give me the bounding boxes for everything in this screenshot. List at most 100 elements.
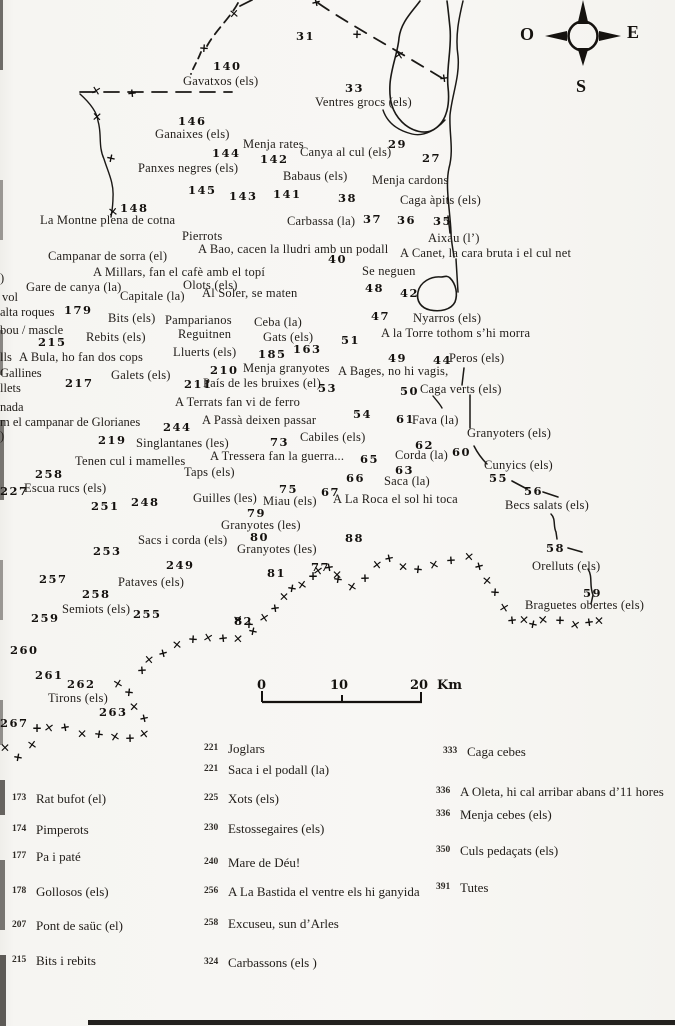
map-label: Fava (la) — [412, 413, 459, 427]
map-label: Bits (els) — [108, 311, 156, 325]
map-label: A Tressera fan la guerra... — [210, 449, 345, 463]
legend-item-number: 258 — [204, 918, 219, 928]
map-label: Cabiles (els) — [300, 430, 366, 444]
map-number: 65 — [360, 452, 380, 466]
map-label: Orelluts (els) — [532, 559, 601, 573]
border-cross-icon: + — [438, 70, 450, 86]
map-number: 56 — [524, 484, 544, 498]
map-label: Pierrots — [182, 229, 223, 243]
map-label: Aixau (l’) — [428, 231, 480, 245]
map-label: A Bages, no hi vagis, — [338, 364, 449, 378]
legend-item-number: 256 — [204, 886, 219, 896]
map-number: 263 — [99, 705, 128, 719]
map-number: 249 — [166, 558, 195, 572]
legend-item-text: Rat bufot (el) — [36, 791, 107, 806]
border-cross-icon: + — [554, 612, 566, 628]
legend-item-text: Bits i rebits — [36, 953, 96, 968]
map-number: 27 — [422, 151, 442, 165]
map-label: Granyotes (les) — [221, 518, 301, 532]
scale-unit: Km — [437, 678, 463, 693]
map-number: 31 — [296, 29, 316, 43]
map-number: 141 — [273, 187, 302, 201]
map-label: Granyoters (els) — [467, 426, 552, 440]
scan-edge-artifact — [0, 0, 3, 70]
map-label-fragment: Gallines — [0, 366, 42, 380]
scan-edge-artifact — [0, 700, 3, 745]
map-label: Rebits (els) — [86, 330, 146, 344]
map-number: 66 — [346, 471, 366, 485]
map-label-fragment: ) — [0, 429, 5, 443]
map-number: 267 — [0, 716, 29, 730]
map-number: 253 — [93, 544, 122, 558]
map-number: 54 — [353, 407, 373, 421]
map-number: 258 — [35, 467, 64, 481]
map-number: 67 — [321, 485, 341, 499]
map-label: Tirons (els) — [48, 691, 108, 705]
map-number: 33 — [345, 81, 365, 95]
border-cross-icon: + — [445, 552, 457, 568]
map-number: 55 — [489, 471, 509, 485]
border-cross-icon: + — [137, 710, 151, 726]
legend-item-text: Excuseu, sun d’Arles — [228, 916, 339, 931]
map-label: Al Soler, se maten — [202, 286, 298, 300]
map-label: Gare de canya (la) — [26, 280, 122, 294]
border-cross-icon: ✕ — [25, 737, 39, 753]
border-cross-icon: + — [11, 749, 25, 765]
legend-item-text: Culs pedaçats (els) — [460, 843, 559, 858]
map-label: Caga àpits (els) — [400, 193, 481, 207]
map-label: A Bula, ho fan dos cops — [19, 350, 144, 364]
map-number: 163 — [293, 342, 322, 356]
map-label: Gavatxos (els) — [183, 74, 259, 88]
legend-item-number: 174 — [12, 824, 27, 834]
legend-item-text: Xots (els) — [228, 791, 279, 806]
map-number: 248 — [131, 495, 160, 509]
border-cross-icon: + — [123, 684, 135, 700]
border-cross-icon: + — [309, 0, 323, 11]
map-label: Cunyics (els) — [484, 458, 553, 472]
border-cross-icon: + — [93, 726, 105, 742]
map-label: A Millars, fan el cafè amb el topí — [93, 265, 266, 279]
legend-item-number: 225 — [204, 793, 219, 803]
border-cross-icon: ✕ — [397, 559, 409, 575]
map-label: Olots (els) — [183, 278, 238, 292]
map-number: 42 — [400, 286, 420, 300]
compass-south-label: S — [576, 76, 587, 96]
map-number: 36 — [397, 213, 417, 227]
border-cross-icon: ✕ — [232, 612, 244, 628]
map-label: Menja granyotes — [243, 361, 330, 375]
map-label: Babaus (els) — [283, 169, 348, 183]
map-number: 81 — [267, 566, 287, 580]
border-cross-icon: ✕ — [0, 740, 11, 756]
map-label: Galets (els) — [111, 368, 171, 382]
legend-item-number: 207 — [12, 920, 27, 930]
border-cross-icon: + — [198, 40, 210, 56]
scale-tick-0: 0 — [257, 678, 267, 693]
map-number: 215 — [38, 335, 67, 349]
map-number: 58 — [546, 541, 566, 555]
map-label: Tenen cul i mamelles — [75, 454, 186, 468]
border-cross-icon: + — [126, 85, 138, 101]
map-number: 258 — [82, 587, 111, 601]
compass-east-label: E — [627, 22, 640, 42]
map-label: Braguetes obertes (els) — [525, 598, 645, 612]
map-label-fragment: alta roques — [0, 305, 55, 319]
legend-item-text: Gollosos (els) — [36, 884, 109, 899]
map-number: 260 — [10, 643, 39, 657]
map-label: Taps (els) — [184, 465, 235, 479]
map-label: Pataves (els) — [118, 575, 185, 589]
border-cross-icon: ✕ — [295, 577, 309, 593]
map-number: 47 — [371, 309, 391, 323]
map-label-fragment: m el campanar de Glorianes — [0, 415, 141, 429]
map-number: 148 — [120, 201, 149, 215]
scale-tick-10: 10 — [330, 678, 349, 693]
map-label-fragment: nada — [0, 400, 24, 414]
legend-item-text: Menja cebes (els) — [460, 807, 552, 822]
map-label: Becs salats (els) — [505, 498, 589, 512]
map-label: Caga verts (els) — [420, 382, 502, 396]
legend-item-number: 177 — [12, 851, 27, 861]
border-cross-icon: ✕ — [143, 652, 155, 668]
map-label: Escua rucs (els) — [24, 481, 107, 495]
map-label: Guilles (les) — [193, 491, 258, 505]
map-number: 59 — [583, 586, 603, 600]
border-cross-icon: + — [359, 570, 371, 586]
